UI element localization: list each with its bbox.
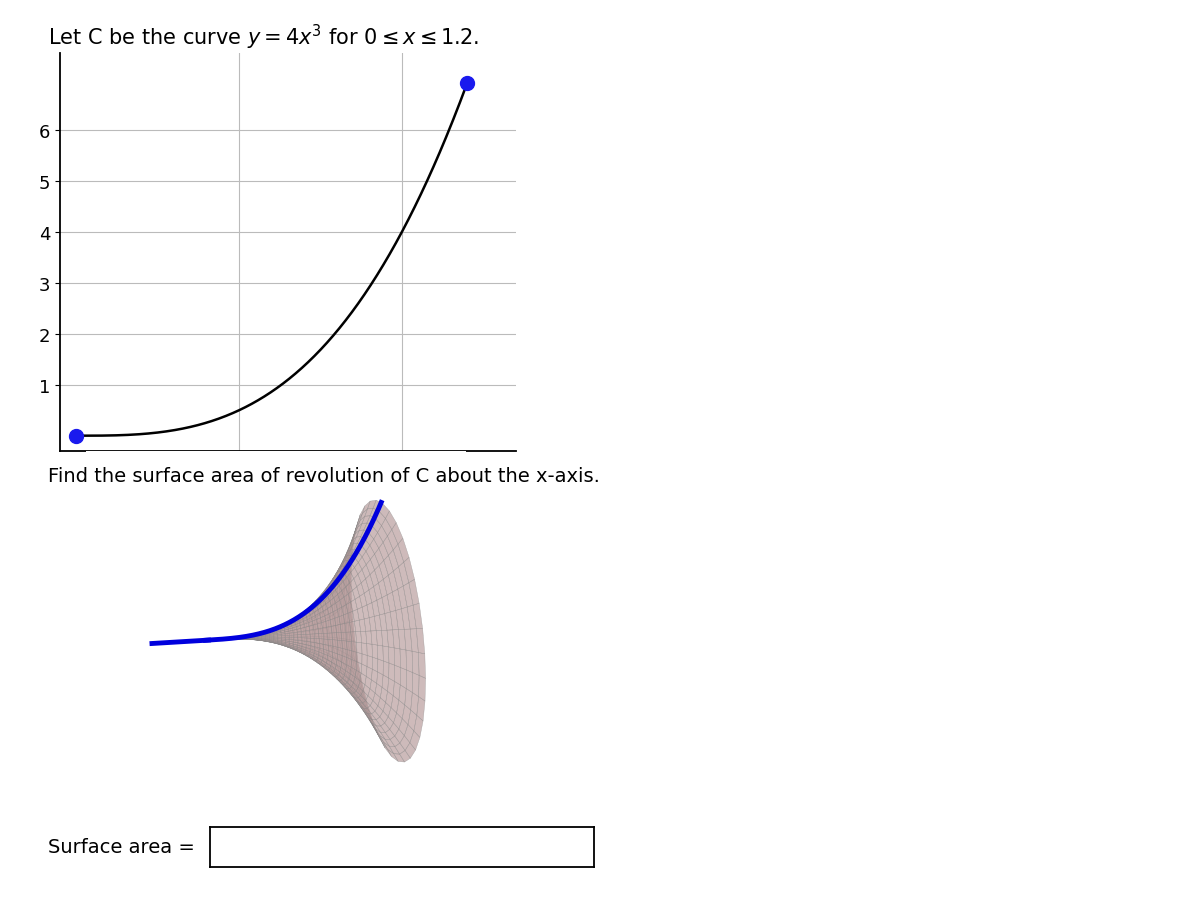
Text: Find the surface area of revolution of C about the x-axis.: Find the surface area of revolution of C…: [48, 467, 600, 486]
Text: Let C be the curve $y = 4x^3$ for $0 \leq x \leq 1.2$.: Let C be the curve $y = 4x^3$ for $0 \le…: [48, 23, 479, 51]
Text: Surface area =: Surface area =: [48, 836, 194, 856]
